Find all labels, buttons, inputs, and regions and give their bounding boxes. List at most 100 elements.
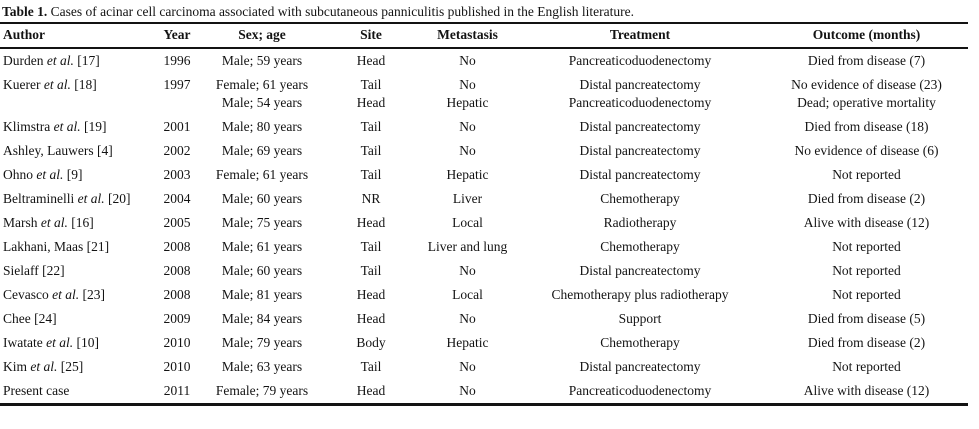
author-name: Chee [24] <box>3 311 57 326</box>
cell-outcome: Alive with disease (12) <box>803 383 930 398</box>
author-etal: et al. <box>46 335 74 350</box>
cell-site: Tail <box>360 359 382 374</box>
col-header-author: Author <box>3 27 46 42</box>
author-etal: et al. <box>43 77 71 92</box>
col-header-sex-age: Sex; age <box>238 27 286 42</box>
cell-author: Beltraminelli et al. [20] <box>0 187 152 211</box>
cell-year: 1997 <box>163 77 191 92</box>
cell-author: Chee [24] <box>0 307 152 331</box>
cell-author: Lakhani, Maas [21] <box>0 235 152 259</box>
table-row: Kuerer et al. [18] 1997 Female; 61 years… <box>0 73 968 94</box>
author-name: Sielaff [22] <box>3 263 65 278</box>
cell-site: Head <box>356 287 386 302</box>
cell-year: 2011 <box>163 383 191 398</box>
author-ref: [25] <box>57 359 84 374</box>
cell-outcome: Alive with disease (12) <box>803 215 930 230</box>
cell-year: 2009 <box>163 311 191 326</box>
col-header-outcome: Outcome (months) <box>812 27 921 42</box>
cell-sex-age: Male; 63 years <box>221 359 303 374</box>
author-ref: [18] <box>70 77 97 92</box>
author-name: Cevasco <box>3 287 53 302</box>
cell-treatment: Pancreaticoduodenectomy <box>568 383 712 398</box>
cell-year: 2010 <box>163 335 191 350</box>
col-header-treatment: Treatment <box>609 27 671 42</box>
cell-year: 1996 <box>163 53 191 68</box>
author-name: Durden <box>3 53 47 68</box>
cell-site: Tail <box>360 263 382 278</box>
cell-outcome: Not reported <box>832 167 901 182</box>
cell-outcome: Not reported <box>832 359 901 374</box>
cell-metastasis: Hepatic <box>446 335 489 350</box>
cell-outcome: No evidence of disease (23) <box>791 77 942 92</box>
col-header-site: Site <box>360 27 382 42</box>
cell-metastasis: Local <box>452 215 483 230</box>
cell-metastasis: No <box>459 119 476 134</box>
table-row: Lakhani, Maas [21] 2008 Male; 61 years T… <box>0 235 968 259</box>
cell-author: Marsh et al. [16] <box>0 211 152 235</box>
cell-site: Tail <box>360 77 382 92</box>
cell-author: Klimstra et al. [19] <box>0 115 152 139</box>
cell-year: 2008 <box>163 287 191 302</box>
cell-metastasis: No <box>459 77 476 92</box>
header-row: Author Year Sex; age Site Metastasis Tre… <box>0 23 968 48</box>
table-row: Sielaff [22] 2008 Male; 60 years Tail No… <box>0 259 968 283</box>
cell-metastasis: Liver <box>452 191 483 206</box>
cell-site: Tail <box>360 239 382 254</box>
cell-metastasis: Local <box>452 287 483 302</box>
cell-year: 2003 <box>163 167 191 182</box>
paper-table-figure: Table 1. Cases of acinar cell carcinoma … <box>0 4 968 406</box>
author-ref: [23] <box>79 287 105 302</box>
table-row: Durden et al. [17] 1996 Male; 59 years H… <box>0 48 968 73</box>
cell-year: 2008 <box>163 263 191 278</box>
table-caption-label: Table 1. <box>2 4 48 19</box>
cell-metastasis: No <box>459 311 476 326</box>
author-etal: et al. <box>36 167 64 182</box>
cell-outcome: Died from disease (2) <box>807 335 926 350</box>
cell-treatment: Distal pancreatectomy <box>579 119 701 134</box>
table-row: Cevasco et al. [23] 2008 Male; 81 years … <box>0 283 968 307</box>
cell-year <box>152 94 202 115</box>
cell-outcome: No evidence of disease (6) <box>794 143 939 158</box>
cell-treatment: Pancreaticoduodenectomy <box>568 53 712 68</box>
cell-author: Iwatate et al. [10] <box>0 331 152 355</box>
col-header-year: Year <box>163 27 191 42</box>
cell-site: Tail <box>360 119 382 134</box>
author-name: Iwatate <box>3 335 47 350</box>
cell-treatment: Support <box>618 311 662 326</box>
author-etal: et al. <box>40 215 68 230</box>
cell-metastasis: No <box>459 359 476 374</box>
cell-sex-age: Male; 59 years <box>221 53 303 68</box>
table-row: Ohno et al. [9] 2003 Female; 61 years Ta… <box>0 163 968 187</box>
cell-site: NR <box>361 191 381 206</box>
cell-site: Tail <box>360 143 382 158</box>
cell-author <box>0 94 152 115</box>
author-etal: et al. <box>46 53 74 68</box>
cell-sex-age: Male; 61 years <box>221 239 303 254</box>
author-ref: [9] <box>63 167 83 182</box>
cell-metastasis: Liver and lung <box>427 239 508 254</box>
cell-site: Head <box>356 383 386 398</box>
author-name: Kim <box>3 359 31 374</box>
table-body: Durden et al. [17] 1996 Male; 59 years H… <box>0 48 968 405</box>
cell-sex-age: Male; 60 years <box>221 191 303 206</box>
cell-author: Kim et al. [25] <box>0 355 152 379</box>
cell-treatment: Chemotherapy plus radiotherapy <box>551 287 729 302</box>
cell-treatment: Distal pancreatectomy <box>579 143 701 158</box>
cell-author: Sielaff [22] <box>0 259 152 283</box>
author-name: Kuerer <box>3 77 44 92</box>
cell-treatment: Distal pancreatectomy <box>579 167 701 182</box>
author-etal: et al. <box>77 191 105 206</box>
cases-table: Author Year Sex; age Site Metastasis Tre… <box>0 22 968 406</box>
author-ref: [10] <box>73 335 99 350</box>
author-name: Ohno <box>3 167 37 182</box>
cell-treatment: Chemotherapy <box>600 239 680 254</box>
cell-sex-age: Female; 61 years <box>215 77 309 92</box>
author-name: Present case <box>3 383 70 398</box>
cell-site: Tail <box>360 167 382 182</box>
table-row: Chee [24] 2009 Male; 84 years Head No Su… <box>0 307 968 331</box>
cell-metastasis: No <box>459 383 476 398</box>
cell-outcome: Not reported <box>832 287 901 302</box>
author-ref: [17] <box>73 53 100 68</box>
cell-outcome: Not reported <box>832 239 901 254</box>
table-header: Author Year Sex; age Site Metastasis Tre… <box>0 23 968 48</box>
